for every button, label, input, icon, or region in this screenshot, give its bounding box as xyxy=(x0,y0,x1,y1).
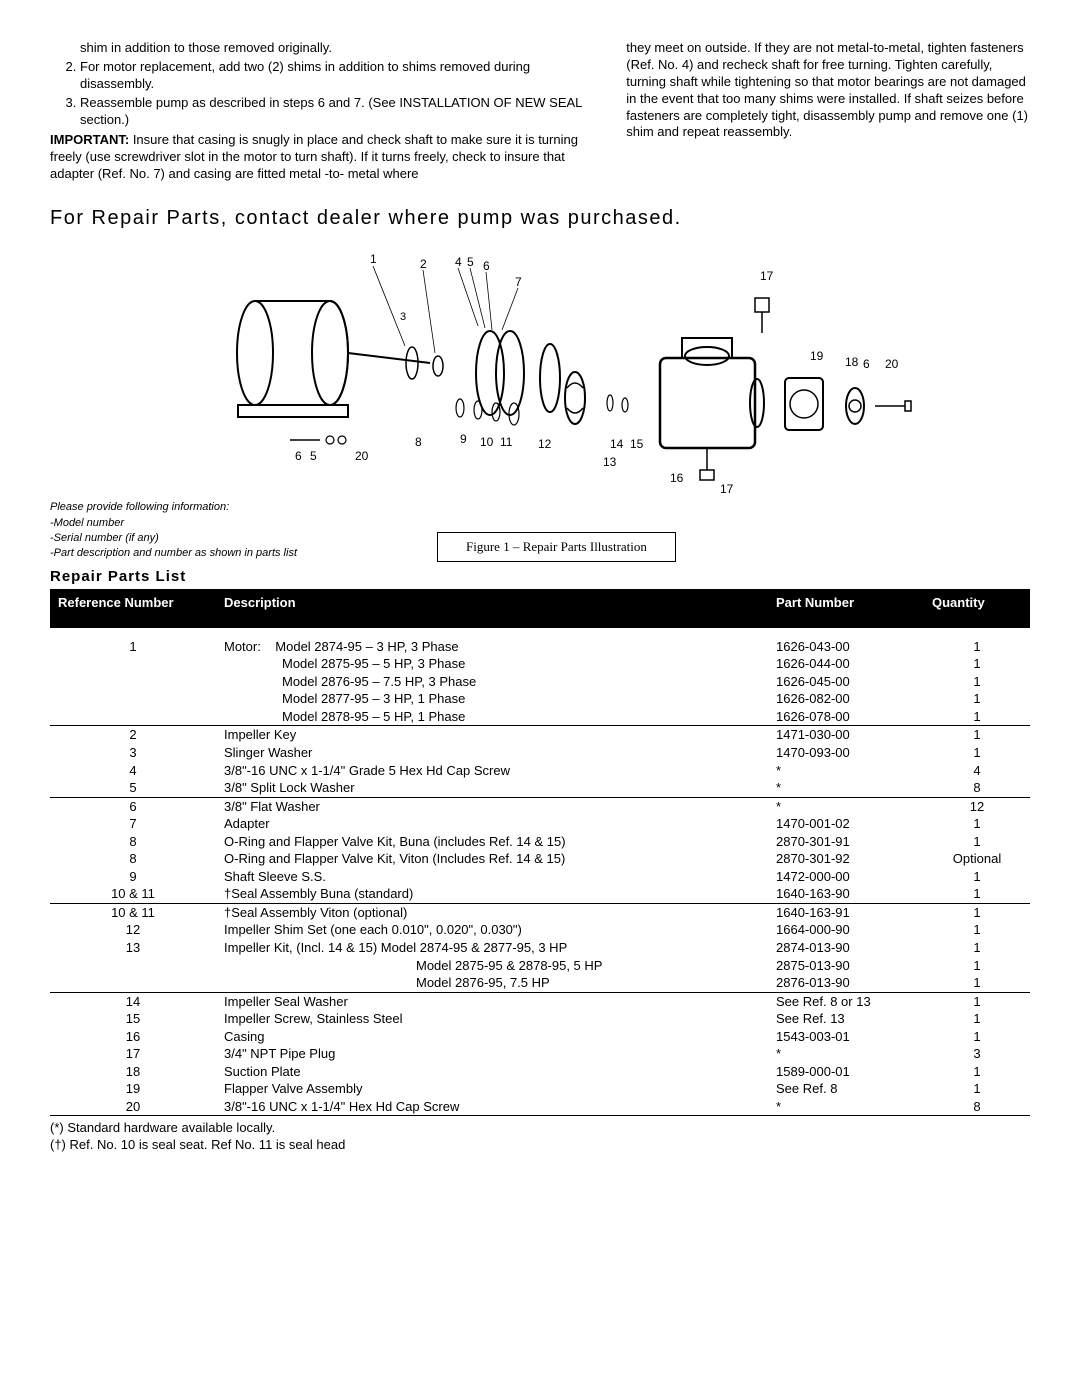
info-intro: Please provide following information: xyxy=(50,500,297,515)
col-ref: Reference Number xyxy=(50,589,216,628)
svg-text:6: 6 xyxy=(295,449,302,463)
table-row: Model 2877-95 – 3 HP, 1 Phase1626-082-00… xyxy=(50,690,1030,708)
col-desc: Description xyxy=(216,589,768,628)
important-text: Insure that casing is snugly in place an… xyxy=(50,132,578,181)
svg-text:15: 15 xyxy=(630,437,644,451)
info-line-3: -Part description and number as shown in… xyxy=(50,546,297,561)
parts-table: Reference Number Description Part Number… xyxy=(50,589,1030,1117)
table-row: 7Adapter1470-001-021 xyxy=(50,815,1030,833)
step-2: For motor replacement, add two (2) shims… xyxy=(80,59,596,93)
svg-text:19: 19 xyxy=(810,349,824,363)
table-row: 8O-Ring and Flapper Valve Kit, Buna (inc… xyxy=(50,833,1030,851)
footnotes: (*) Standard hardware available locally.… xyxy=(50,1120,1030,1154)
table-row: 43/8"-16 UNC x 1-1/4" Grade 5 Hex Hd Cap… xyxy=(50,762,1030,780)
table-row: 18Suction Plate1589-000-011 xyxy=(50,1063,1030,1081)
svg-text:14: 14 xyxy=(610,437,624,451)
step-list: For motor replacement, add two (2) shims… xyxy=(50,59,596,129)
svg-text:4: 4 xyxy=(455,255,462,269)
info-line-1: -Model number xyxy=(50,516,297,531)
table-row: Model 2876-95, 7.5 HP2876-013-901 xyxy=(50,974,1030,992)
svg-text:10: 10 xyxy=(480,435,494,449)
table-row: 10 & 11†Seal Assembly Viton (optional)16… xyxy=(50,903,1030,921)
table-row: 203/8"-16 UNC x 1-1/4" Hex Hd Cap Screw*… xyxy=(50,1098,1030,1116)
svg-text:13: 13 xyxy=(603,455,617,469)
svg-text:18: 18 xyxy=(845,355,859,369)
table-row: 173/4" NPT Pipe Plug*3 xyxy=(50,1045,1030,1063)
exploded-diagram: 1 2 3 4 5 6 7 8 9 10 11 12 13 14 15 16 1… xyxy=(50,238,1030,498)
svg-text:8: 8 xyxy=(415,435,422,449)
svg-text:5: 5 xyxy=(310,449,317,463)
fragment-line: shim in addition to those removed origin… xyxy=(80,40,596,57)
footnote-2: (†) Ref. No. 10 is seal seat. Ref No. 11… xyxy=(50,1137,1030,1154)
svg-text:12: 12 xyxy=(538,437,552,451)
left-column: shim in addition to those removed origin… xyxy=(50,40,596,183)
right-column: they meet on outside. If they are not me… xyxy=(626,40,1030,183)
svg-text:1: 1 xyxy=(370,252,377,266)
table-row: 63/8" Flat Washer*12 xyxy=(50,797,1030,815)
table-row: 16Casing1543-003-011 xyxy=(50,1028,1030,1046)
table-row: 10 & 11†Seal Assembly Buna (standard)164… xyxy=(50,885,1030,903)
svg-text:6: 6 xyxy=(483,259,490,273)
svg-text:20: 20 xyxy=(355,449,369,463)
table-row: 9Shaft Sleeve S.S.1472-000-001 xyxy=(50,868,1030,886)
svg-text:20: 20 xyxy=(885,357,899,371)
table-row: Model 2875-95 & 2878-95, 5 HP2875-013-90… xyxy=(50,957,1030,975)
instruction-columns: shim in addition to those removed origin… xyxy=(50,40,1030,183)
table-row: 2Impeller Key1471-030-001 xyxy=(50,726,1030,744)
col-part: Part Number xyxy=(768,589,924,628)
svg-text:11: 11 xyxy=(500,435,513,449)
table-row: 15Impeller Screw, Stainless SteelSee Ref… xyxy=(50,1010,1030,1028)
svg-text:3: 3 xyxy=(400,311,406,323)
svg-text:2: 2 xyxy=(420,257,427,271)
svg-text:6: 6 xyxy=(863,357,870,371)
table-row: 53/8" Split Lock Washer*8 xyxy=(50,779,1030,797)
table-row: 3Slinger Washer1470-093-001 xyxy=(50,744,1030,762)
important-note: IMPORTANT: Insure that casing is snugly … xyxy=(50,132,596,183)
repair-contact-heading: For Repair Parts, contact dealer where p… xyxy=(50,207,1030,230)
table-row: Model 2876-95 – 7.5 HP, 3 Phase1626-045-… xyxy=(50,673,1030,691)
step-3: Reassemble pump as described in steps 6 … xyxy=(80,95,596,129)
footnote-1: (*) Standard hardware available locally. xyxy=(50,1120,1030,1137)
table-row: 1Motor: Model 2874-95 – 3 HP, 3 Phase162… xyxy=(50,638,1030,656)
table-row: 12Impeller Shim Set (one each 0.010", 0.… xyxy=(50,921,1030,939)
table-row: 8O-Ring and Flapper Valve Kit, Viton (In… xyxy=(50,850,1030,868)
svg-text:9: 9 xyxy=(460,432,467,446)
table-row: 19Flapper Valve AssemblySee Ref. 81 xyxy=(50,1080,1030,1098)
figure-caption: Figure 1 – Repair Parts Illustration xyxy=(437,532,676,562)
svg-text:17: 17 xyxy=(760,269,774,283)
svg-text:17: 17 xyxy=(720,482,734,496)
info-line-2: -Serial number (if any) xyxy=(50,531,297,546)
parts-list-heading: Repair Parts List xyxy=(50,568,1030,585)
svg-text:5: 5 xyxy=(467,255,474,269)
table-row: Model 2875-95 – 5 HP, 3 Phase1626-044-00… xyxy=(50,655,1030,673)
table-row: 14Impeller Seal WasherSee Ref. 8 or 131 xyxy=(50,992,1030,1010)
table-row: Model 2878-95 – 5 HP, 1 Phase1626-078-00… xyxy=(50,708,1030,726)
svg-text:7: 7 xyxy=(515,275,522,289)
table-row: 13Impeller Kit, (Incl. 14 & 15) Model 28… xyxy=(50,939,1030,957)
info-request: Please provide following information: -M… xyxy=(50,500,297,562)
important-label: IMPORTANT: xyxy=(50,132,129,147)
svg-text:16: 16 xyxy=(670,471,684,485)
col-qty: Quantity xyxy=(924,589,1030,628)
